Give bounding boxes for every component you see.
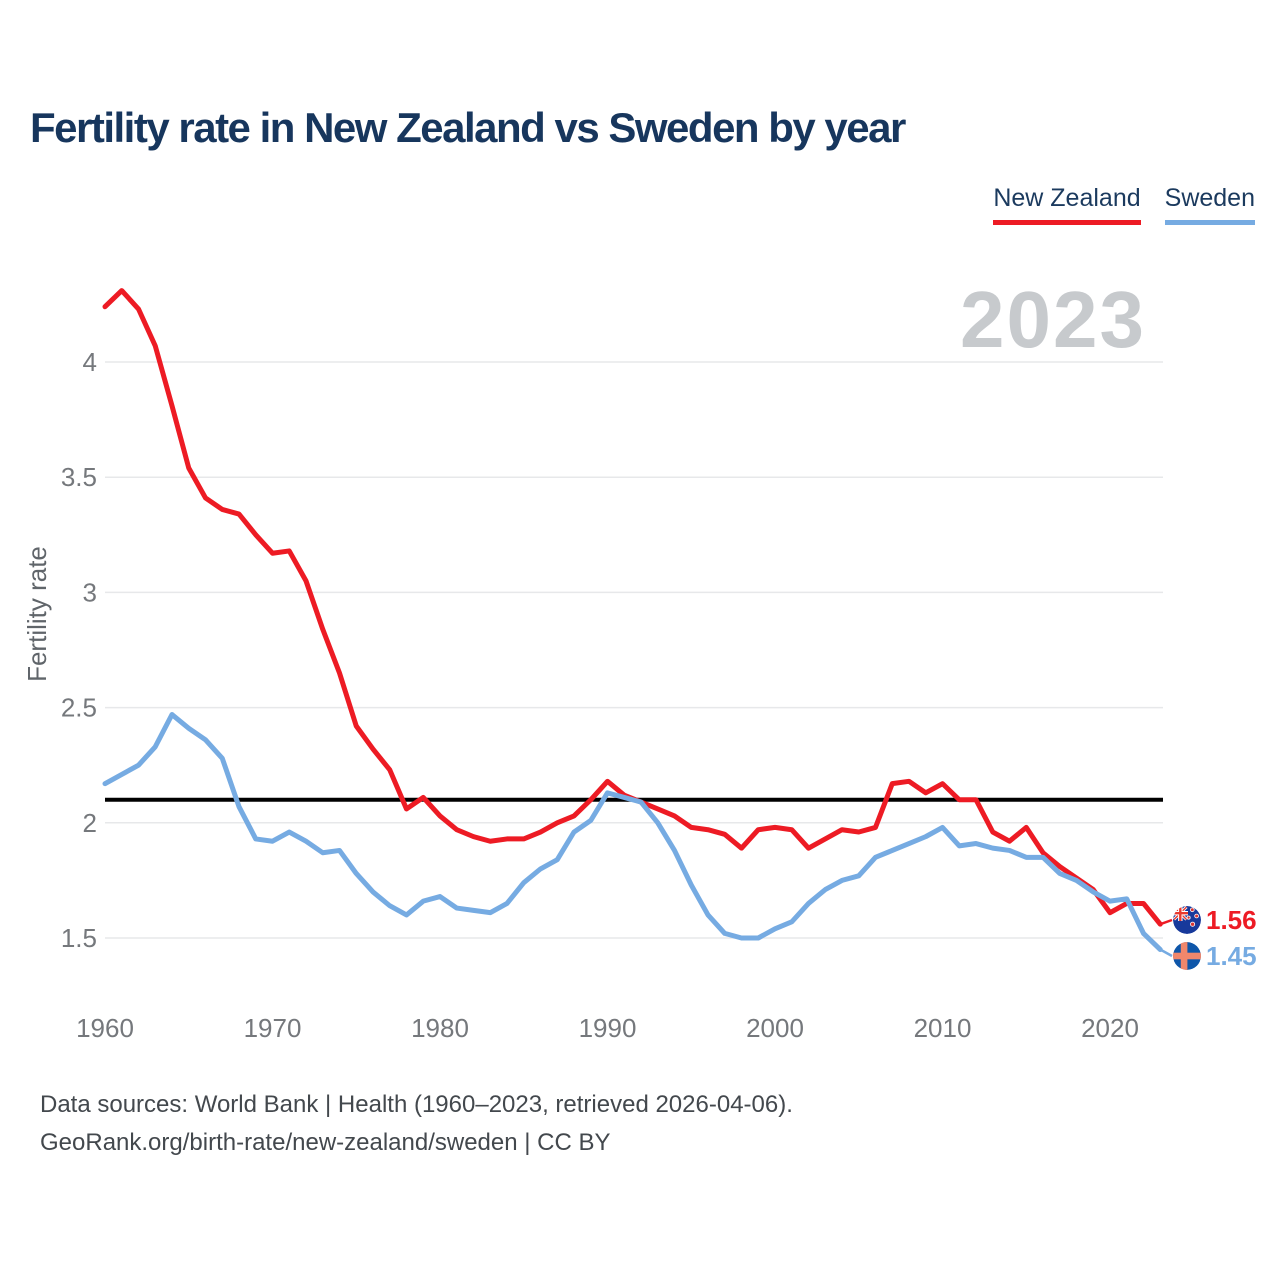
y-axis-title: Fertility rate xyxy=(22,546,52,682)
grid-and-ticks: 4 3.5 3 2.5 2 1.5 1960 1970 1980 1990 2000 2010 2020 xyxy=(61,347,1163,1043)
legend-item-sweden[interactable]: Sweden xyxy=(1164,184,1255,225)
sweden-end-value-label: 1.45 xyxy=(1206,941,1257,971)
y-tick-label: 2.5 xyxy=(61,693,97,723)
x-tick-label: 2000 xyxy=(746,1013,804,1043)
x-tick-label: 2020 xyxy=(1081,1013,1139,1043)
nz-label-connector xyxy=(1159,918,1173,926)
new-zealand-line xyxy=(102,288,1163,927)
legend-item-new-zealand[interactable]: New Zealand xyxy=(993,184,1141,225)
y-tick-label: 3 xyxy=(83,577,97,607)
y-tick-label: 4 xyxy=(83,347,97,377)
watermark-year: 2023 xyxy=(960,275,1146,364)
y-tick-label: 3.5 xyxy=(61,462,97,492)
sweden-line xyxy=(102,712,1163,953)
sweden-label-connector xyxy=(1159,948,1173,958)
footer: Data sources: World Bank | Health (1960–… xyxy=(40,1086,793,1162)
x-tick-label: 1980 xyxy=(411,1013,469,1043)
x-tick-label: 1970 xyxy=(244,1013,302,1043)
y-tick-label: 1.5 xyxy=(61,923,97,953)
sweden-flag-icon xyxy=(1173,942,1201,970)
chart-legend: New Zealand Sweden xyxy=(993,184,1255,225)
x-tick-label: 2010 xyxy=(914,1013,972,1043)
new-zealand-flag-icon xyxy=(1173,906,1201,934)
footer-attribution-line: GeoRank.org/birth-rate/new-zealand/swede… xyxy=(40,1129,611,1156)
x-tick-label: 1990 xyxy=(579,1013,637,1043)
page-title: Fertility rate in New Zealand vs Sweden … xyxy=(30,104,906,151)
footer-source-line: Data sources: World Bank | Health (1960–… xyxy=(40,1091,793,1118)
y-tick-label: 2 xyxy=(83,808,97,838)
nz-end-value-label: 1.56 xyxy=(1206,905,1257,935)
x-tick-label: 1960 xyxy=(76,1013,134,1043)
data-series xyxy=(102,288,1173,958)
